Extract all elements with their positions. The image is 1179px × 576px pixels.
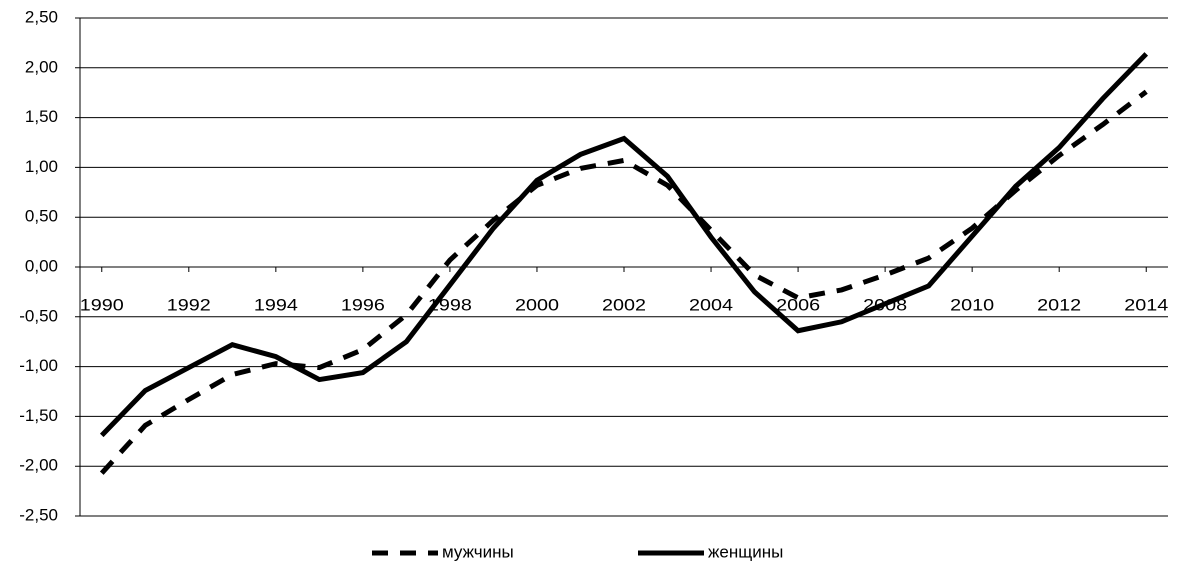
- x-tick-label: 2012: [1037, 295, 1081, 314]
- y-tick-label: 1,00: [25, 157, 58, 176]
- x-tick-label: 2014: [1124, 295, 1168, 314]
- line-series: [99, 89, 1148, 475]
- y-tick-label: -2,50: [19, 505, 58, 524]
- y-tick-label: -1,00: [19, 356, 58, 375]
- y-tick-label: -0,50: [19, 306, 58, 325]
- y-tick-label: 2,00: [25, 57, 58, 76]
- y-tick-label: 1,50: [25, 107, 58, 126]
- y-tick-label: -1,50: [19, 406, 58, 425]
- x-tick-label: 2004: [689, 295, 733, 314]
- y-tick-label: 0,00: [25, 256, 58, 275]
- legend-label: женщины: [708, 542, 783, 561]
- y-tick-label: 0,50: [25, 207, 58, 226]
- y-tick-label: -2,00: [19, 456, 58, 475]
- x-tick-label: 1994: [254, 295, 298, 314]
- legend-label: мужчины: [442, 542, 514, 561]
- x-tick-label: 1996: [341, 295, 385, 314]
- x-tick-label: 2010: [950, 295, 994, 314]
- line-series: [99, 52, 1149, 438]
- x-tick-label: 1990: [80, 295, 124, 314]
- x-tick-label: 2006: [776, 295, 820, 314]
- x-tick-label: 2002: [602, 295, 646, 314]
- x-tick-label: 1992: [167, 295, 211, 314]
- x-tick-label: 2000: [515, 295, 559, 314]
- y-tick-label: 2,50: [25, 7, 58, 26]
